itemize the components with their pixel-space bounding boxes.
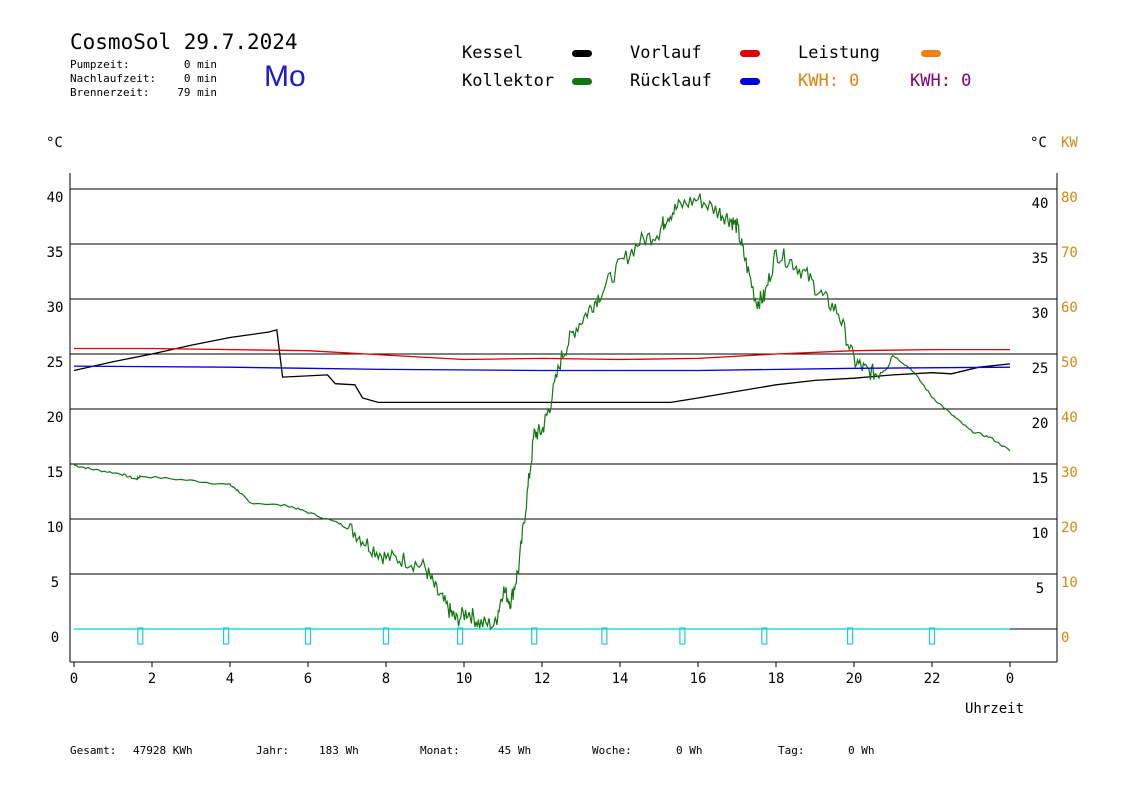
legend-kollektor-label: Kollektor [462,71,555,91]
y-tick-right-7: 40 [1032,196,1049,212]
y-tick-left-4: 20 [47,410,64,426]
stat-value-nachlaufzeit: 0 min [183,72,217,85]
stat-label-brennerzeit: Brennerzeit: [70,86,150,99]
pump-markers [137,627,936,645]
series-kessel [73,328,1011,404]
right-axis-unit-kw: KW [1061,135,1078,151]
x-tick-8: 16 [690,671,707,687]
footer-woche-label: Woche: [592,744,632,757]
legend-ruecklauf-swatch [740,78,760,85]
chart-title: CosmoSol 29.7.2024 [70,30,298,54]
pump-marker-3 [382,627,390,645]
legend-vorlauf-label: Vorlauf [630,43,702,63]
pump-marker-0 [137,627,144,645]
footer-monat-label: Monat: [420,744,460,757]
series-kollektor [73,193,1011,631]
y-tick-right-3: 20 [1032,416,1049,432]
y-tick-left-5: 25 [47,355,64,371]
x-tick-7: 14 [612,671,629,687]
kw-tick-8: 80 [1061,190,1078,206]
footer-tag-label: Tag: [778,744,805,757]
y-tick-right-5: 30 [1032,306,1049,322]
footer-monat-value: 45 Wh [498,744,532,757]
stat-value-pumpzeit: 0 min [183,58,217,71]
series-lines [73,193,1011,631]
legend-kessel-swatch [572,50,592,57]
y-tick-left-8: 40 [47,190,64,206]
weekday-label: Mo [264,60,306,93]
kw-tick-1: 10 [1061,575,1078,591]
kw-tick-6: 60 [1061,300,1078,316]
y-tick-right-2: 15 [1032,471,1049,487]
legend-vorlauf-swatch [740,50,760,57]
pump-marker-9 [846,627,854,645]
kw-tick-2: 20 [1061,520,1078,536]
y-tick-right-6: 35 [1032,251,1049,267]
kw-tick-4: 40 [1061,410,1078,426]
legend-kwh-orange: KWH: 0 [798,71,860,91]
x-tick-12: 0 [1006,671,1014,687]
y-tick-left-0: 0 [51,630,59,646]
legend-kwh-purple: KWH: 0 [910,71,972,91]
legend-kessel-label: Kessel [462,43,524,63]
pump-marker-8 [761,627,768,645]
x-axis-label: Uhrzeit [965,701,1025,717]
footer-jahr-label: Jahr: [256,744,290,757]
x-tick-4: 8 [382,671,390,687]
footer-woche-value: 0 Wh [676,744,703,757]
x-tick-3: 6 [304,671,312,687]
y-tick-left-6: 30 [47,300,64,316]
x-tick-0: 0 [70,671,78,687]
x-tick-11: 22 [924,671,941,687]
kw-tick-3: 30 [1061,465,1078,481]
legend-leistung-swatch [921,50,941,57]
x-tick-9: 18 [768,671,785,687]
series-vorlauf [74,347,1010,361]
x-tick-6: 12 [534,671,551,687]
y-tick-right-1: 10 [1032,526,1049,542]
stat-label-nachlaufzeit: Nachlaufzeit: [70,72,157,85]
y-tick-left-3: 15 [47,465,64,481]
y-tick-left-1: 5 [51,575,59,591]
x-tick-10: 20 [846,671,863,687]
footer-gesamt-value: 47928 KWh [133,744,193,757]
pump-marker-5 [531,627,538,645]
pump-marker-1 [223,627,230,645]
x-tick-5: 10 [456,671,473,687]
legend-kollektor-swatch [572,78,592,85]
grid-lines [70,188,1057,630]
stat-label-pumpzeit: Pumpzeit: [70,58,130,71]
footer-gesamt-label: Gesamt: [70,744,117,757]
stat-value-brennerzeit: 79 min [177,86,217,99]
y-tick-left-2: 10 [47,520,64,536]
footer-tag-value: 0 Wh [848,744,875,757]
x-tick-1: 2 [148,671,156,687]
y-tick-right-0: 5 [1036,581,1044,597]
series-ruecklauf [73,365,1011,372]
left-axis-unit: °C [46,135,63,151]
kw-tick-7: 70 [1061,245,1078,261]
legend-leistung-label: Leistung [798,43,880,63]
x-tick-2: 4 [226,671,234,687]
footer-jahr-value: 183 Wh [319,744,359,757]
kw-tick-0: 0 [1061,630,1069,646]
pump-marker-2 [304,627,312,645]
tick-labels: 0510152025303540510152025303540010203040… [47,190,1078,687]
pump-marker-10 [928,627,936,645]
kw-tick-5: 50 [1061,355,1078,371]
y-tick-right-4: 25 [1032,361,1049,377]
pump-marker-7 [679,627,686,645]
y-tick-left-7: 35 [47,245,64,261]
right-axis-unit: °C [1030,135,1047,151]
pump-marker-6 [601,627,608,645]
legend-ruecklauf-label: Rücklauf [630,71,712,91]
pump-marker-4 [457,627,464,645]
